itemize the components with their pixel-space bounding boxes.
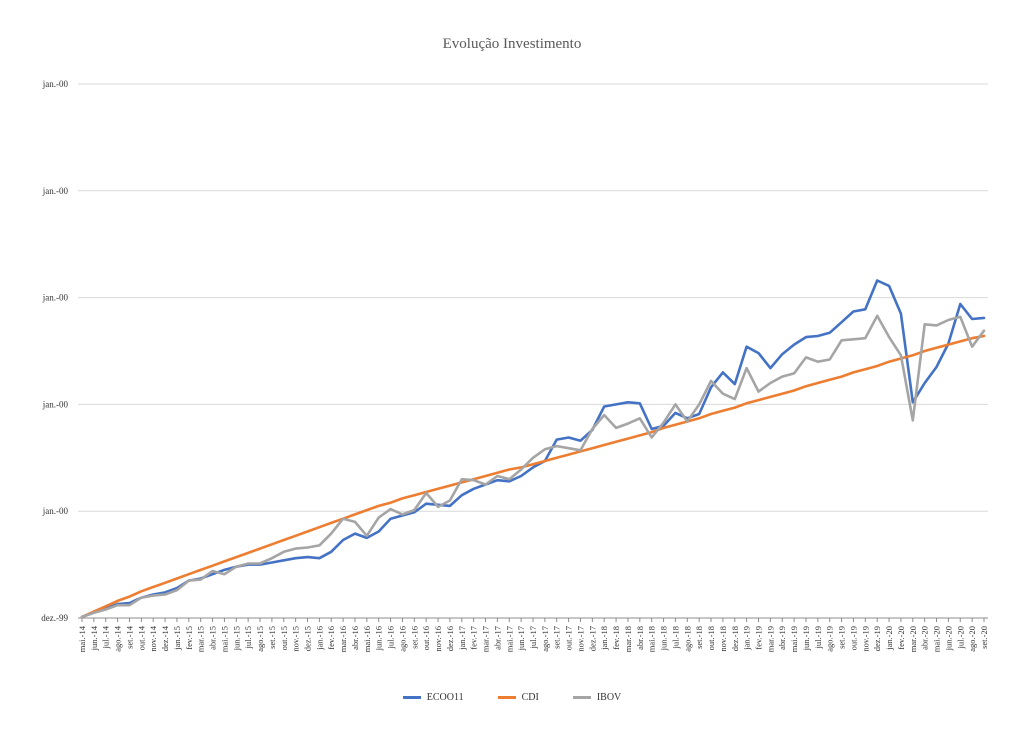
x-tick-label: set.-19 <box>837 626 847 649</box>
x-tick-label: abr.-15 <box>208 626 218 650</box>
x-tick-label: set.-20 <box>979 626 989 649</box>
x-tick-label: jan.-15 <box>172 626 182 651</box>
x-tick-label: out.-19 <box>848 626 858 650</box>
x-tick-label: jul.-15 <box>243 626 253 649</box>
x-tick-label: out.-15 <box>279 626 289 650</box>
y-tick-label: jan.-00 <box>42 79 69 89</box>
x-tick-label: nov.-16 <box>433 626 443 652</box>
legend-item-cdi: CDI <box>497 692 539 703</box>
x-tick-label: nov.-17 <box>575 626 585 652</box>
x-tick-label: jun.-17 <box>516 626 526 651</box>
x-tick-label: set.-14 <box>124 625 134 649</box>
x-tick-label: mar.-17 <box>481 626 491 652</box>
x-tick-label: jul.-14 <box>101 625 111 649</box>
x-tick-label: mar.-15 <box>196 626 206 652</box>
legend: ECOO11 CDI IBOV <box>0 692 1024 703</box>
y-tick-label: jan.-00 <box>42 186 69 196</box>
legend-item-ecoo11: ECOO11 <box>402 692 464 703</box>
x-tick-label: ago.-15 <box>255 626 265 652</box>
x-tick-label: ago.-14 <box>113 625 123 651</box>
x-tick-label: jun.-18 <box>659 626 669 651</box>
legend-item-ibov: IBOV <box>572 692 622 703</box>
series-line-cdi <box>80 334 986 619</box>
x-tick-label: mai.-20 <box>932 626 942 652</box>
plot-area: dez.-99 jan.-00 jan.-00 jan.-00 jan.-00 jan.-… <box>41 79 989 652</box>
x-tick-label: jul.-20 <box>955 626 965 649</box>
x-tick-label: nov.-19 <box>860 626 870 652</box>
x-tick-label: mai.-18 <box>647 626 657 652</box>
x-tick-label: dez.-19 <box>872 626 882 651</box>
x-tick-label: mai.-17 <box>504 626 514 652</box>
x-tick-label: set.-16 <box>409 626 419 649</box>
x-tick-label: mai.-16 <box>362 626 372 652</box>
x-tick-label: ago.-17 <box>540 626 550 652</box>
x-tick-label: out.-18 <box>706 626 716 650</box>
x-tick-label: mar.-16 <box>338 626 348 652</box>
legend-label: ECOO11 <box>426 692 464 703</box>
x-tick-label: dez.-17 <box>587 626 597 651</box>
x-tick-label: jun.-16 <box>374 626 384 651</box>
x-tick-label: set.-18 <box>694 626 704 649</box>
x-tick-label: jul.-17 <box>528 626 538 649</box>
x-tick-label: jun.-19 <box>801 626 811 651</box>
legend-label: IBOV <box>596 692 622 703</box>
x-tick-label: out.-16 <box>421 626 431 650</box>
x-tick-label: jun.-14 <box>89 625 99 651</box>
x-tick-label: mai.-15 <box>219 626 229 652</box>
x-tick-label: mar.-18 <box>623 626 633 652</box>
x-tick-label: jun.-15 <box>231 626 241 651</box>
chart-title: Evolução Investimento <box>442 36 582 52</box>
x-tick-label: fev.-16 <box>326 626 336 650</box>
legend-swatch <box>402 696 421 699</box>
x-tick-label: jan.-19 <box>742 626 752 651</box>
x-tick-label: set.-17 <box>552 626 562 649</box>
x-tick-label: set.-15 <box>267 626 277 649</box>
x-tick-label: fev.-18 <box>611 626 621 650</box>
x-tick-label: out.-14 <box>136 625 146 650</box>
x-tick-label: dez.-16 <box>445 626 455 651</box>
x-tick-label: dez.-18 <box>730 626 740 651</box>
x-tick-label: jun.-20 <box>943 626 953 651</box>
x-tick-label: abr.-20 <box>920 626 930 650</box>
x-tick-label: abr.-17 <box>492 626 502 650</box>
x-tick-label: jan.-18 <box>599 626 609 651</box>
series-line-ibov <box>80 314 986 619</box>
x-tick-label: mar.-20 <box>908 626 918 652</box>
x-tick-label: mar.-19 <box>765 626 775 652</box>
x-tick-label: ago.-20 <box>967 626 977 652</box>
y-tick-label: dez.-99 <box>41 613 68 623</box>
x-tick-label: ago.-18 <box>682 626 692 652</box>
x-tick-label: fev.-19 <box>754 626 764 650</box>
x-tick-label: jan.-16 <box>314 626 324 651</box>
x-tick-label: ago.-19 <box>825 626 835 652</box>
x-tick-label: abr.-16 <box>350 626 360 650</box>
y-tick-label: jan.-00 <box>42 506 69 516</box>
x-tick-label: dez.-14 <box>160 625 170 651</box>
x-tick-label: fev.-15 <box>184 626 194 650</box>
series-line-ecoo11 <box>80 279 986 619</box>
x-tick-label: abr.-19 <box>777 626 787 650</box>
x-tick-label: fev.-17 <box>469 626 479 650</box>
x-tick-label: ago.-16 <box>397 626 407 652</box>
x-tick-label: nov.-18 <box>718 626 728 652</box>
legend-swatch <box>497 696 516 699</box>
x-tick-label: fev.-20 <box>896 626 906 650</box>
legend-swatch <box>572 696 591 699</box>
x-tick-label: jan.-17 <box>457 626 467 651</box>
y-tick-label: jan.-00 <box>42 293 69 303</box>
x-tick-label: jul.-16 <box>386 626 396 649</box>
x-tick-label: nov.-14 <box>148 625 158 651</box>
x-tick-label: nov.-15 <box>291 626 301 652</box>
x-tick-label: out.-17 <box>564 626 574 650</box>
x-tick-label: dez.-15 <box>303 626 313 651</box>
x-tick-label: jan.-20 <box>884 626 894 651</box>
x-tick-label: jul.-18 <box>670 626 680 649</box>
legend-label: CDI <box>521 692 539 703</box>
y-tick-label: jan.-00 <box>42 399 69 409</box>
x-tick-label: abr.-18 <box>635 626 645 650</box>
x-tick-label: jul.-19 <box>813 626 823 649</box>
x-tick-label: mai.-19 <box>789 626 799 652</box>
x-tick-label: mai.-14 <box>77 625 87 652</box>
